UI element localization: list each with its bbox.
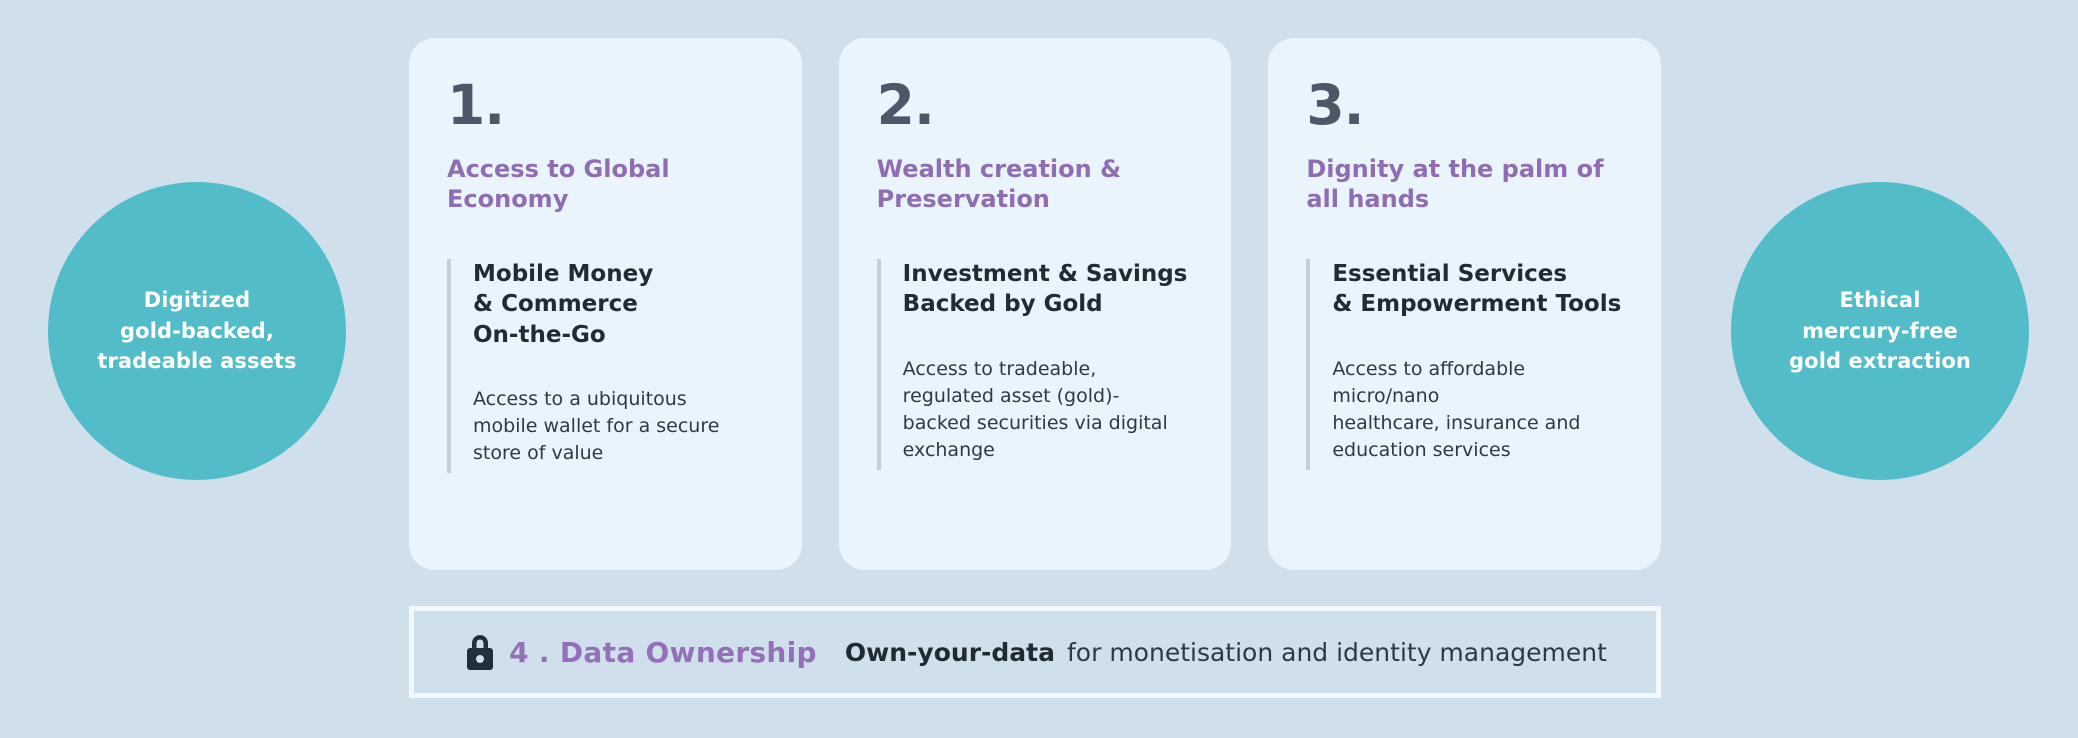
card-2-heading: Wealth creation & Preservation <box>876 155 1121 213</box>
card-3-body: Essential Services & Empowerment Tools A… <box>1306 258 1623 470</box>
data-ownership-label: 4 . Data Ownership <box>509 635 817 669</box>
own-your-data-strong: Own-your-data <box>844 637 1055 667</box>
card-1-body: Mobile Money & Commerce On-the-Go Access… <box>447 258 764 474</box>
card-3-description: Access to affordable micro/nano healthca… <box>1332 357 1581 461</box>
card-3-subtitle: Essential Services & Empowerment Tools <box>1332 260 1622 318</box>
card-3-number: 3. <box>1306 73 1364 137</box>
lock-icon <box>467 635 494 670</box>
card-1-heading: Access to Global Economy <box>447 155 670 213</box>
card-3: 3. Dignity at the palm of all hands Esse… <box>1268 38 1662 570</box>
card-1-subtitle: Mobile Money & Commerce On-the-Go <box>473 260 654 348</box>
left-circle: Digitized gold-backed, tradeable assets <box>48 182 346 480</box>
left-circle-label: Digitized gold-backed, tradeable assets <box>97 287 297 374</box>
right-circle: Ethical mercury-free gold extraction <box>1731 182 2029 480</box>
card-1-number: 1. <box>447 73 505 137</box>
card-2: 2. Wealth creation & Preservation Invest… <box>838 38 1232 570</box>
cards-row: 1. Access to Global Economy Mobile Money… <box>409 38 1662 570</box>
right-circle-label: Ethical mercury-free gold extraction <box>1789 287 1971 374</box>
data-ownership-bar: 4 . Data Ownership Own-your-data for mon… <box>409 606 1661 698</box>
card-2-subtitle: Investment & Savings Backed by Gold <box>902 260 1188 318</box>
card-1: 1. Access to Global Economy Mobile Money… <box>409 38 802 570</box>
card-2-number: 2. <box>876 73 935 137</box>
card-2-body: Investment & Savings Backed by Gold Acce… <box>876 258 1194 470</box>
own-your-data-rest: for monetisation and identity management <box>1067 637 1607 667</box>
card-2-description: Access to tradeable, regulated asset (go… <box>902 357 1168 461</box>
card-3-heading: Dignity at the palm of all hands <box>1306 155 1604 213</box>
card-1-description: Access to a ubiquitous mobile wallet for… <box>473 388 720 465</box>
